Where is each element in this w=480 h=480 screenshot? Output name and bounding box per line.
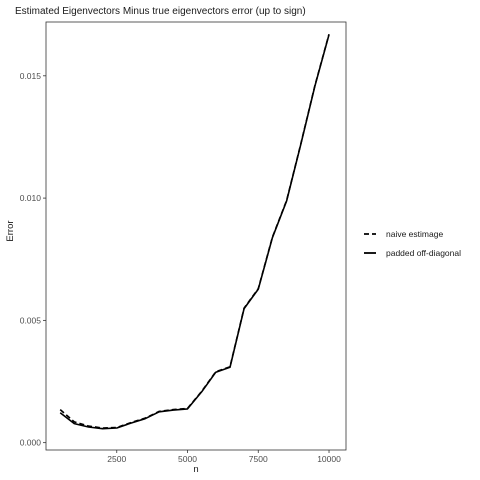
- x-axis-label: n: [193, 464, 198, 475]
- y-tick-label: 0.010: [20, 193, 42, 203]
- chart-title: Estimated Eigenvectors Minus true eigenv…: [15, 6, 306, 17]
- legend: naive estimage padded off-diagonal: [364, 229, 461, 258]
- y-axis-label: Error: [5, 220, 16, 241]
- y-tick-label: 0.005: [20, 315, 42, 325]
- plot-layer: 0.000 0.005 0.010 0.015 2500 5000 7500 10000: [20, 21, 347, 464]
- series-line-naive-estimage: [59, 33, 330, 429]
- y-tick-label: 0.015: [20, 71, 42, 81]
- series-line-padded-off-diagonal: [59, 34, 330, 430]
- legend-label-padded-off-diagonal: padded off-diagonal: [386, 248, 461, 258]
- legend-label-naive-estimage: naive estimage: [386, 229, 443, 239]
- x-tick-label: 10000: [317, 454, 341, 464]
- x-tick-label: 7500: [249, 454, 268, 464]
- plot-panel-border: [45, 21, 347, 451]
- x-tick-label: 5000: [178, 454, 197, 464]
- y-tick-label: 0.000: [20, 438, 42, 448]
- x-tick-label: 2500: [107, 454, 126, 464]
